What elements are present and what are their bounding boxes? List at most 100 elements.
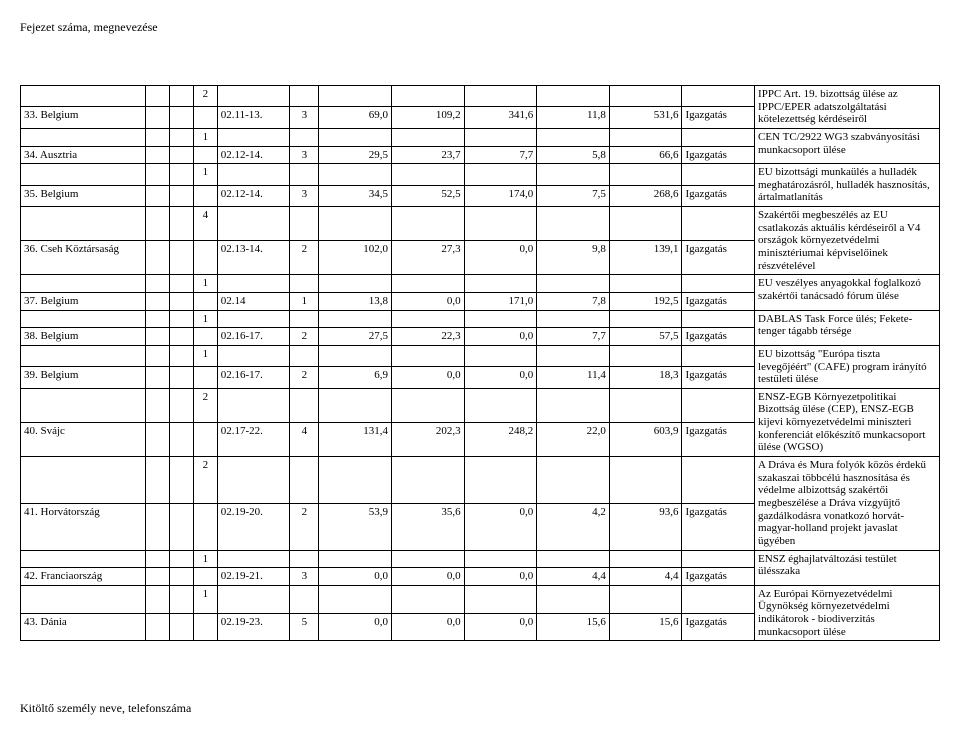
cell: 11,4 xyxy=(537,367,610,388)
desc-cell: ENSZ éghajlatváltozási testület ülésszak… xyxy=(755,550,940,585)
cell xyxy=(392,275,465,293)
cell xyxy=(193,146,217,164)
cell xyxy=(146,292,170,310)
cell: 38. Belgium xyxy=(21,328,146,346)
cell xyxy=(392,207,465,241)
cell xyxy=(21,550,146,568)
cell xyxy=(609,207,682,241)
cell xyxy=(170,550,194,568)
cell: 202,3 xyxy=(392,422,465,456)
cell: 1 xyxy=(193,345,217,366)
cell xyxy=(21,207,146,241)
cell xyxy=(170,422,194,456)
cell xyxy=(146,164,170,185)
cell xyxy=(537,388,610,422)
cell: 13,8 xyxy=(319,292,392,310)
cell: 35. Belgium xyxy=(21,185,146,206)
cell xyxy=(537,345,610,366)
cell xyxy=(170,585,194,613)
cell xyxy=(290,164,319,185)
cell xyxy=(290,388,319,422)
cell xyxy=(21,388,146,422)
cell: Igazgatás xyxy=(682,328,755,346)
cell xyxy=(146,128,170,146)
cell xyxy=(217,388,290,422)
cell xyxy=(537,86,610,107)
cell xyxy=(146,86,170,107)
cell xyxy=(319,457,392,504)
cell xyxy=(170,457,194,504)
cell: 37. Belgium xyxy=(21,292,146,310)
cell: 0,0 xyxy=(464,328,537,346)
cell: 268,6 xyxy=(609,185,682,206)
table-prerow: 2 ENSZ-EGB Környezetpolitikai Bizottság … xyxy=(21,388,940,422)
cell xyxy=(290,550,319,568)
cell xyxy=(146,275,170,293)
cell xyxy=(170,86,194,107)
cell xyxy=(146,422,170,456)
cell xyxy=(682,457,755,504)
cell xyxy=(290,128,319,146)
cell xyxy=(170,328,194,346)
desc-cell: DABLAS Task Force ülés; Fekete-tenger tá… xyxy=(755,310,940,345)
cell: 1 xyxy=(193,128,217,146)
cell xyxy=(217,345,290,366)
desc-cell: EU bizottsági munkaülés a hulladék megha… xyxy=(755,164,940,207)
cell xyxy=(146,146,170,164)
cell xyxy=(193,241,217,275)
cell xyxy=(170,613,194,641)
cell xyxy=(682,310,755,328)
cell: 3 xyxy=(290,568,319,586)
cell xyxy=(464,164,537,185)
cell xyxy=(609,585,682,613)
cell xyxy=(392,86,465,107)
cell xyxy=(537,275,610,293)
cell xyxy=(170,367,194,388)
cell xyxy=(537,164,610,185)
cell xyxy=(392,457,465,504)
cell: Igazgatás xyxy=(682,422,755,456)
cell: 0,0 xyxy=(464,568,537,586)
cell xyxy=(217,310,290,328)
cell xyxy=(21,457,146,504)
cell xyxy=(146,328,170,346)
cell xyxy=(193,422,217,456)
cell: 3 xyxy=(290,107,319,128)
cell: 02.11-13. xyxy=(217,107,290,128)
cell: 0,0 xyxy=(392,613,465,641)
cell xyxy=(170,568,194,586)
table-prerow: 2 A Dráva és Mura folyók közös érdekű sz… xyxy=(21,457,940,504)
desc-cell: EU bizottság "Európa tiszta levegőjéért"… xyxy=(755,345,940,388)
table-prerow: 1 CEN TC/2922 WG3 szabványosítási munkac… xyxy=(21,128,940,146)
cell: 27,3 xyxy=(392,241,465,275)
cell xyxy=(217,457,290,504)
cell: 9,8 xyxy=(537,241,610,275)
table-prerow: 1 Az Európai Környezetvédelmi Ügynökség … xyxy=(21,585,940,613)
cell: 52,5 xyxy=(392,185,465,206)
cell: 0,0 xyxy=(464,367,537,388)
cell xyxy=(319,275,392,293)
cell: 0,0 xyxy=(464,503,537,550)
cell xyxy=(682,128,755,146)
cell xyxy=(170,388,194,422)
cell: 5 xyxy=(290,613,319,641)
cell: 29,5 xyxy=(319,146,392,164)
cell: 0,0 xyxy=(392,292,465,310)
cell xyxy=(146,585,170,613)
cell: 2 xyxy=(290,503,319,550)
cell: Igazgatás xyxy=(682,241,755,275)
cell xyxy=(193,568,217,586)
cell: 1 xyxy=(193,310,217,328)
cell xyxy=(290,207,319,241)
cell xyxy=(319,550,392,568)
cell xyxy=(464,310,537,328)
cell xyxy=(537,457,610,504)
cell xyxy=(464,585,537,613)
cell xyxy=(21,345,146,366)
cell xyxy=(146,345,170,366)
cell xyxy=(170,345,194,366)
cell xyxy=(464,388,537,422)
cell xyxy=(146,388,170,422)
cell xyxy=(392,550,465,568)
cell xyxy=(392,345,465,366)
